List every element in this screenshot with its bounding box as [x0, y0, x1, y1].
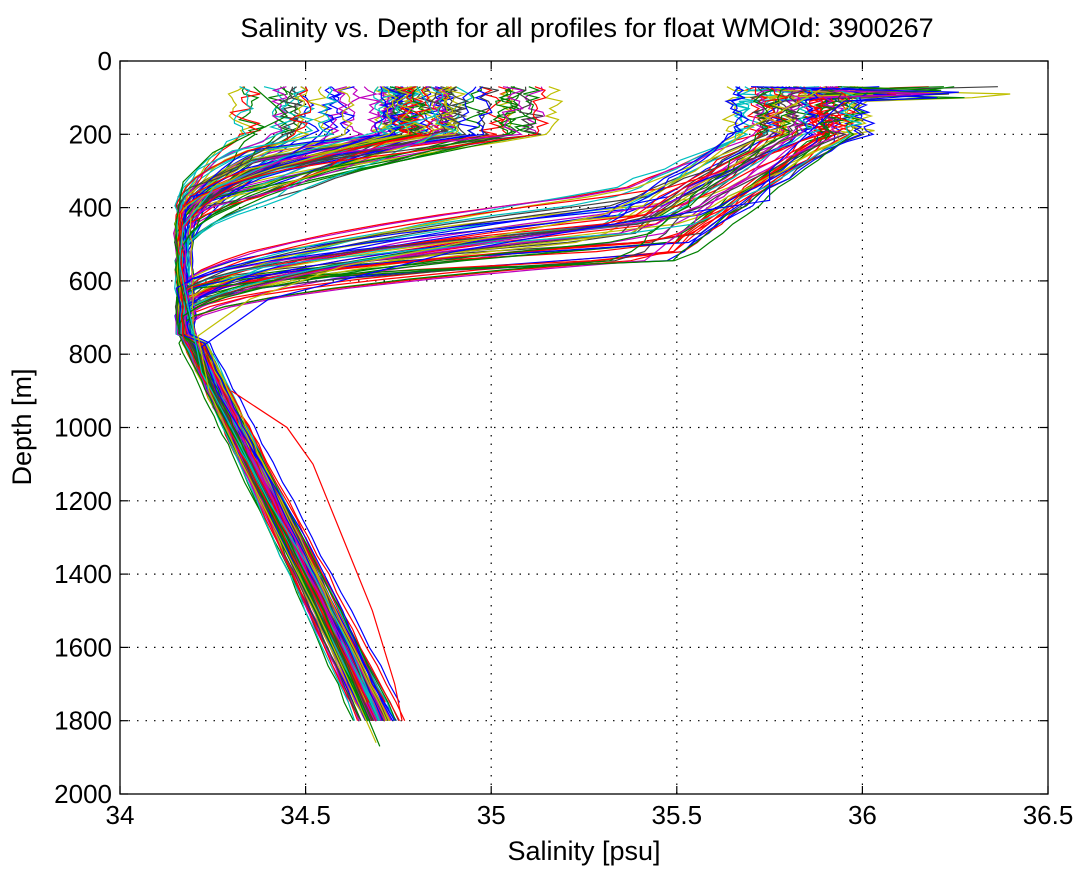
x-tick-label: 34	[106, 800, 135, 830]
grid	[120, 61, 1048, 794]
x-axis-title: Salinity [psu]	[507, 836, 660, 866]
x-tick-label: 36.5	[1023, 800, 1074, 830]
salinity-profile-line	[174, 86, 433, 721]
y-tick-label: 200	[69, 119, 112, 149]
salinity-profile-line	[180, 86, 435, 703]
y-tick-label: 1000	[54, 413, 112, 443]
x-tick-label: 35.5	[651, 800, 702, 830]
y-tick-label: 2000	[54, 779, 112, 809]
y-tick-label: 1400	[54, 559, 112, 589]
y-tick-label: 0	[98, 46, 112, 76]
y-tick-label: 400	[69, 193, 112, 223]
x-tick-label: 34.5	[280, 800, 331, 830]
salinity-profile-line	[200, 86, 959, 722]
y-tick-label: 600	[69, 266, 112, 296]
salinity-profile-line	[197, 86, 826, 743]
x-tick-label: 36	[848, 800, 877, 830]
salinity-profile-line	[175, 86, 519, 721]
y-axis-title: Depth [m]	[7, 368, 37, 485]
salinity-profile-line	[178, 86, 437, 721]
chart-title: Salinity vs. Depth for all profiles for …	[240, 13, 933, 43]
y-tick-label: 1600	[54, 632, 112, 662]
x-tick-label: 35	[477, 800, 506, 830]
salinity-profile-line	[176, 86, 550, 703]
y-tick-label: 1800	[54, 706, 112, 736]
y-axis: 0 200 400 600 800 1000 1200 1400 1600 1800 2000	[54, 46, 1048, 809]
profile-lines	[172, 86, 1011, 747]
y-tick-label: 800	[69, 339, 112, 369]
salinity-profile-line	[175, 86, 746, 721]
salinity-profile-line	[231, 390, 403, 721]
y-tick-label: 1200	[54, 486, 112, 516]
x-axis: 34 34.5 35 35.5 36 36.5	[106, 61, 1074, 830]
